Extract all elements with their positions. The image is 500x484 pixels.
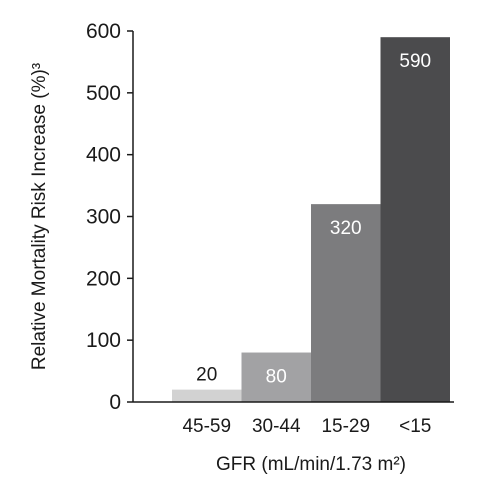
y-tick-label: 100 [86, 329, 121, 352]
bar-2 [241, 352, 311, 402]
x-axis-tick-labels: 45-59 30-44 15-29 <15 [182, 416, 431, 437]
bars [172, 37, 450, 402]
y-axis-title: Relative Mortality Risk Increase (%)³ [29, 63, 50, 370]
data-label-4: 590 [399, 51, 431, 72]
y-tick-label: 0 [109, 391, 121, 414]
bar-1 [172, 389, 242, 402]
x-tick-label: 45-59 [182, 416, 231, 437]
y-tick-label: 500 [86, 82, 121, 105]
y-tick-label: 400 [86, 144, 121, 167]
data-label-2: 80 [266, 367, 287, 388]
y-tick-label: 200 [86, 267, 121, 290]
y-tick-label: 600 [86, 20, 121, 43]
bar-3 [311, 204, 381, 402]
x-tick-label: 30-44 [252, 416, 301, 437]
y-axis-ticks: 0 100 200 300 400 500 600 [86, 20, 133, 414]
x-tick-label: 15-29 [321, 416, 370, 437]
data-label-3: 320 [330, 218, 362, 239]
data-label-1: 20 [196, 365, 217, 386]
y-tick-label: 300 [86, 206, 121, 229]
bar-4 [380, 37, 450, 402]
data-labels: 20 80 320 590 [196, 51, 431, 387]
x-tick-label: <15 [399, 416, 431, 437]
x-axis-title: GFR (mL/min/1.73 m²) [216, 454, 406, 475]
